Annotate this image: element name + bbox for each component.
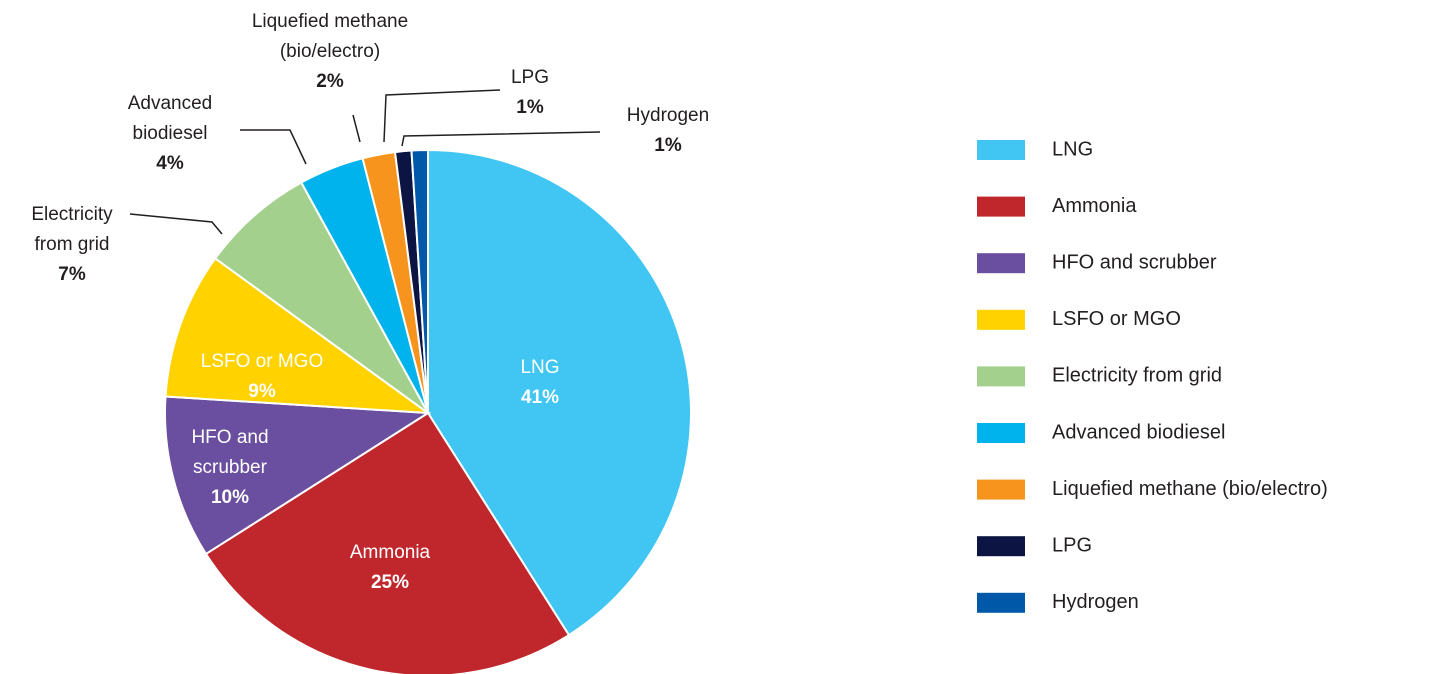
pie-slice — [410, 148, 429, 414]
slice-value-label: 41% — [521, 387, 559, 408]
legend-swatch — [977, 309, 1025, 330]
legend-swatch — [977, 253, 1025, 274]
legend-label: Electricity from grid — [1052, 365, 1222, 387]
pie-slice — [164, 257, 432, 415]
slice-value-label: 1% — [516, 97, 544, 118]
legend-swatch — [977, 536, 1025, 557]
slice-value-label: 7% — [58, 264, 86, 285]
slice-label: Advanced biodiesel — [128, 93, 213, 144]
slice-value-label: 2% — [316, 71, 344, 92]
legend-swatch — [977, 592, 1025, 613]
slice-label: Ammonia — [350, 542, 431, 563]
slice-value-label: 4% — [156, 153, 184, 174]
slice-value-label: 9% — [248, 381, 276, 402]
pie-slice — [164, 395, 432, 556]
legend-swatch — [977, 196, 1025, 217]
label-line: (bio/electro) — [280, 41, 380, 62]
slice-value-label: 10% — [211, 487, 249, 508]
label-line: Hydrogen — [627, 105, 709, 126]
label-line: Electricity — [31, 204, 113, 225]
legend-label: Advanced biodiesel — [1052, 421, 1225, 443]
pie-slice — [213, 181, 429, 414]
legend-label: Hydrogen — [1052, 591, 1139, 613]
legend-label: HFO and scrubber — [1052, 251, 1217, 273]
label-line: HFO and — [191, 427, 268, 448]
legend-swatch — [977, 479, 1025, 500]
legend-label: Ammonia — [1052, 195, 1137, 217]
label-line: scrubber — [193, 457, 268, 478]
slice-label: LNG — [520, 357, 559, 378]
slice-value-label: 1% — [654, 135, 682, 156]
label-line: Liquefied methane — [252, 11, 408, 32]
slice-label: Electricity from grid — [31, 204, 113, 255]
label-line: from grid — [35, 234, 110, 255]
legend-label: LSFO or MGO — [1052, 308, 1181, 330]
label-line: biodiesel — [133, 123, 208, 144]
slice-label: Liquefied methane (bio/electro) — [252, 11, 408, 62]
slice-label: LSFO or MGO — [201, 351, 323, 372]
slice-label: HFO and scrubber — [191, 427, 268, 478]
pie-slice — [427, 148, 692, 637]
pie-slice — [204, 411, 571, 674]
leader-line — [352, 114, 361, 143]
slice-label: LPG — [511, 67, 549, 88]
legend-swatch — [977, 366, 1025, 387]
legend-swatch — [977, 140, 1025, 160]
legend-label: LPG — [1052, 534, 1092, 556]
leader-line — [383, 89, 501, 143]
legend-label: LNG — [1052, 138, 1093, 160]
legend-swatch — [977, 423, 1025, 443]
label-line: LNG — [520, 357, 559, 378]
leader-line — [129, 213, 223, 235]
slice-value-label: 25% — [371, 572, 409, 593]
label-line: Advanced — [128, 93, 213, 114]
label-line: Ammonia — [350, 542, 431, 563]
label-line: LPG — [511, 67, 549, 88]
slice-label: Hydrogen — [627, 105, 709, 126]
leader-line — [240, 129, 307, 165]
legend-label: Liquefied methane (bio/electro) — [1052, 478, 1328, 500]
label-line: LSFO or MGO — [201, 351, 323, 372]
leader-line — [401, 131, 601, 147]
